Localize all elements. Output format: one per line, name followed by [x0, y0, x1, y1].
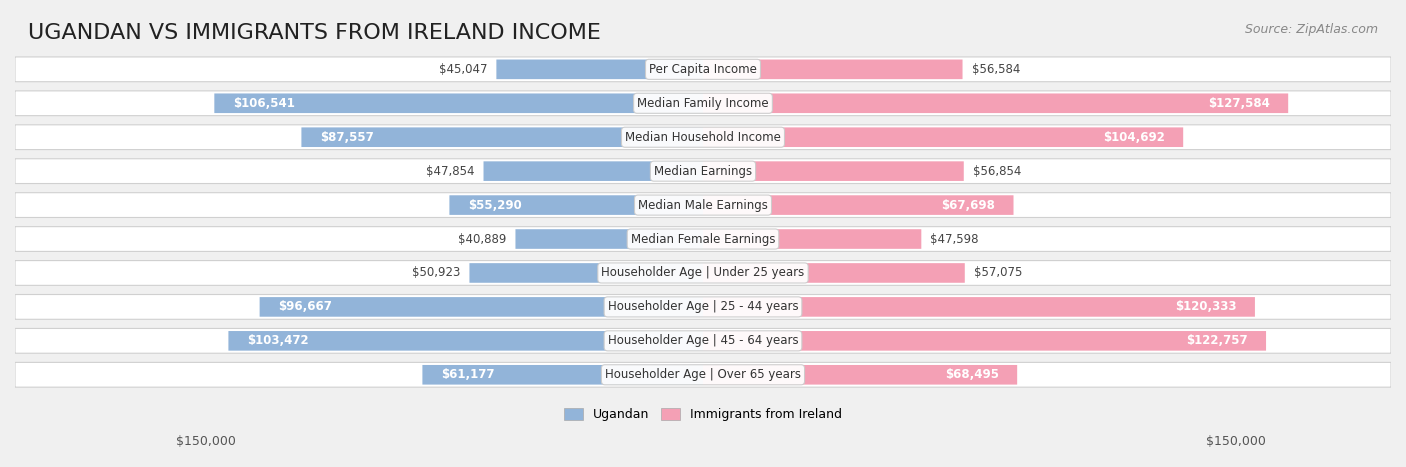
FancyBboxPatch shape: [422, 365, 703, 385]
FancyBboxPatch shape: [15, 91, 1391, 116]
FancyBboxPatch shape: [703, 161, 963, 181]
FancyBboxPatch shape: [15, 328, 1391, 353]
Text: $67,698: $67,698: [941, 198, 995, 212]
FancyBboxPatch shape: [15, 193, 1391, 218]
Text: Median Household Income: Median Household Income: [626, 131, 780, 144]
Text: $56,854: $56,854: [973, 165, 1021, 177]
Text: UGANDAN VS IMMIGRANTS FROM IRELAND INCOME: UGANDAN VS IMMIGRANTS FROM IRELAND INCOM…: [28, 23, 600, 43]
Text: $47,598: $47,598: [931, 233, 979, 246]
FancyBboxPatch shape: [703, 195, 1014, 215]
FancyBboxPatch shape: [15, 362, 1391, 387]
Text: $68,495: $68,495: [945, 368, 998, 381]
FancyBboxPatch shape: [703, 263, 965, 283]
Text: Median Female Earnings: Median Female Earnings: [631, 233, 775, 246]
Text: $45,047: $45,047: [439, 63, 488, 76]
Text: Householder Age | 25 - 44 years: Householder Age | 25 - 44 years: [607, 300, 799, 313]
FancyBboxPatch shape: [15, 57, 1391, 82]
Text: $57,075: $57,075: [974, 267, 1022, 279]
FancyBboxPatch shape: [470, 263, 703, 283]
Text: $96,667: $96,667: [278, 300, 332, 313]
Text: Source: ZipAtlas.com: Source: ZipAtlas.com: [1244, 23, 1378, 36]
Text: $122,757: $122,757: [1187, 334, 1247, 347]
Text: $127,584: $127,584: [1208, 97, 1270, 110]
FancyBboxPatch shape: [703, 229, 921, 249]
Text: $120,333: $120,333: [1175, 300, 1237, 313]
FancyBboxPatch shape: [260, 297, 703, 317]
FancyBboxPatch shape: [15, 125, 1391, 149]
FancyBboxPatch shape: [228, 331, 703, 351]
Text: $55,290: $55,290: [468, 198, 522, 212]
FancyBboxPatch shape: [301, 127, 703, 147]
Text: $47,854: $47,854: [426, 165, 474, 177]
FancyBboxPatch shape: [516, 229, 703, 249]
FancyBboxPatch shape: [15, 226, 1391, 251]
Text: Median Family Income: Median Family Income: [637, 97, 769, 110]
FancyBboxPatch shape: [15, 295, 1391, 319]
Text: $103,472: $103,472: [247, 334, 308, 347]
Text: Householder Age | Under 25 years: Householder Age | Under 25 years: [602, 267, 804, 279]
Text: $56,584: $56,584: [972, 63, 1021, 76]
Text: $50,923: $50,923: [412, 267, 460, 279]
FancyBboxPatch shape: [496, 59, 703, 79]
Text: $150,000: $150,000: [1205, 435, 1265, 448]
Text: Median Earnings: Median Earnings: [654, 165, 752, 177]
FancyBboxPatch shape: [703, 127, 1184, 147]
Text: Householder Age | 45 - 64 years: Householder Age | 45 - 64 years: [607, 334, 799, 347]
Legend: Ugandan, Immigrants from Ireland: Ugandan, Immigrants from Ireland: [558, 403, 848, 426]
FancyBboxPatch shape: [214, 93, 703, 113]
Text: Per Capita Income: Per Capita Income: [650, 63, 756, 76]
FancyBboxPatch shape: [703, 59, 963, 79]
FancyBboxPatch shape: [703, 331, 1265, 351]
Text: $61,177: $61,177: [440, 368, 495, 381]
Text: Householder Age | Over 65 years: Householder Age | Over 65 years: [605, 368, 801, 381]
FancyBboxPatch shape: [15, 261, 1391, 285]
Text: $104,692: $104,692: [1102, 131, 1164, 144]
Text: $106,541: $106,541: [232, 97, 294, 110]
FancyBboxPatch shape: [703, 297, 1256, 317]
FancyBboxPatch shape: [450, 195, 703, 215]
FancyBboxPatch shape: [15, 159, 1391, 184]
FancyBboxPatch shape: [703, 365, 1017, 385]
FancyBboxPatch shape: [703, 93, 1288, 113]
Text: $40,889: $40,889: [458, 233, 506, 246]
Text: $150,000: $150,000: [176, 435, 236, 448]
FancyBboxPatch shape: [484, 161, 703, 181]
Text: Median Male Earnings: Median Male Earnings: [638, 198, 768, 212]
Text: $87,557: $87,557: [319, 131, 374, 144]
